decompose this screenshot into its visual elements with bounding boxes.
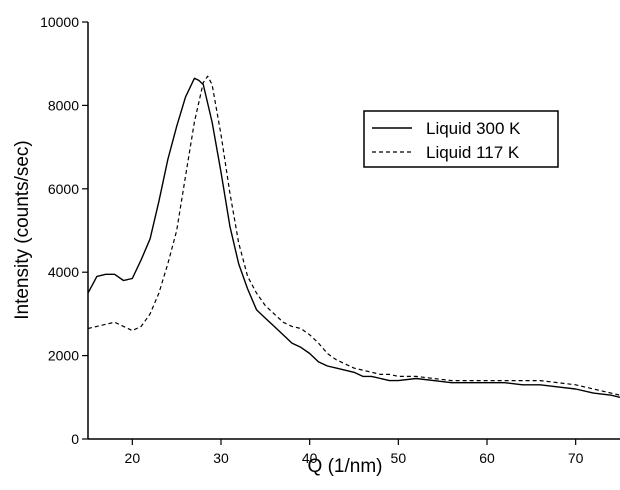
axes [87,22,620,440]
y-tick-label: 10000 [40,14,79,30]
legend-label-liquid-117k: Liquid 117 K [426,143,520,162]
y-tick-label: 0 [71,431,79,447]
legend: Liquid 300 K Liquid 117 K [363,110,559,168]
x-tick-label: 70 [568,450,584,466]
series-line-liquid-300-k [87,77,620,398]
y-tick-label: 6000 [48,181,79,197]
x-axis-title: Q (1/nm) [308,456,383,477]
x-tick-label: 60 [479,450,495,466]
x-tick-label: 20 [125,450,141,466]
x-tick-label: 50 [391,450,407,466]
y-tick-label: 8000 [48,97,79,113]
y-tick-label: 2000 [48,348,79,364]
series-layer [87,75,620,398]
ticks: 0 2000 4000 6000 8000 10000 20 30 40 50 60 70 [40,14,584,466]
x-tick-label: 30 [213,450,229,466]
legend-label-liquid-300k: Liquid 300 K [426,119,521,138]
y-axis-title: Intensity (counts/sec) [12,140,33,320]
series-line-liquid-117-k [87,75,620,396]
legend-box [363,110,559,168]
y-tick-label: 4000 [48,264,79,280]
x-tick-label: 40 [302,450,318,466]
